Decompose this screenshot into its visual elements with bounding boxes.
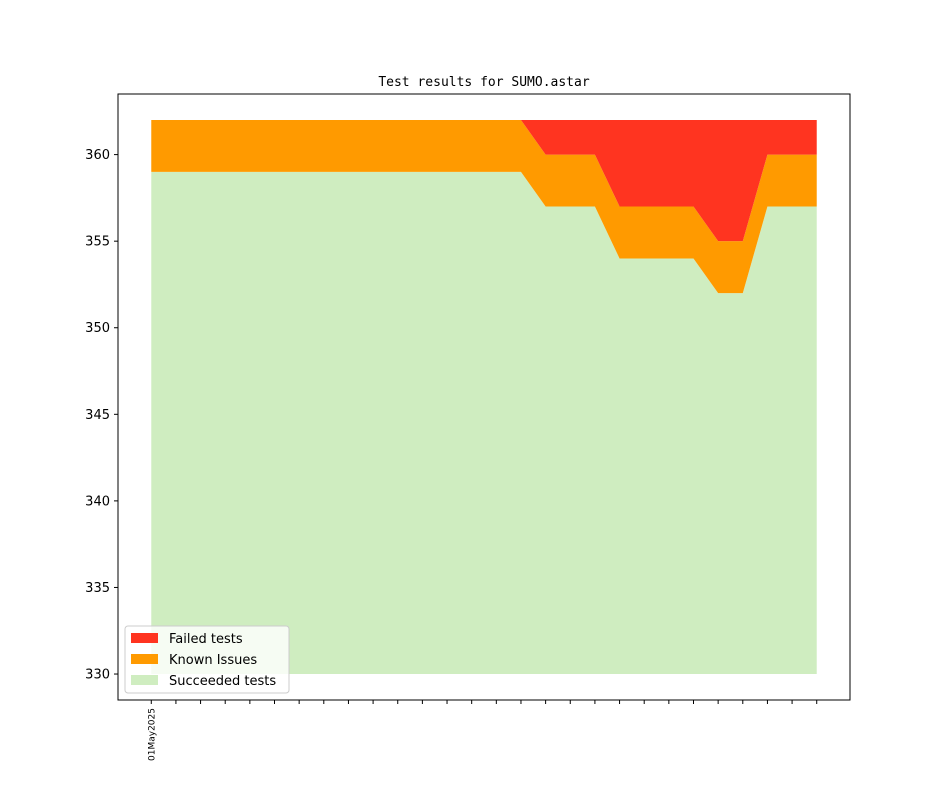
y-tick-label: 335 — [85, 581, 110, 596]
area-known-issues — [151, 119, 817, 294]
plot-areas — [151, 119, 817, 675]
legend-label: Known Issues — [169, 653, 257, 668]
area-failed-tests — [151, 119, 817, 242]
legend-swatch — [131, 633, 158, 643]
area-succeeded-tests — [151, 171, 817, 675]
y-tick-label: 345 — [85, 408, 110, 423]
chart-title: Test results for SUMO.astar — [378, 75, 589, 90]
legend-swatch — [131, 675, 158, 685]
legend-label: Failed tests — [169, 632, 243, 647]
y-tick-label: 360 — [85, 148, 110, 163]
x-axis: 01May2025 — [147, 700, 818, 761]
y-tick-label: 330 — [85, 668, 110, 683]
legend-box — [124, 625, 290, 694]
y-tick-label: 340 — [85, 494, 110, 509]
plot-frame — [117, 93, 851, 701]
y-axis: 330 335 340 345 350 355 360 — [85, 148, 118, 683]
legend: Failed tests Known Issues Succeeded tests — [124, 625, 290, 694]
x-tick-label: 01May2025 — [147, 708, 157, 761]
y-tick-label: 355 — [85, 235, 110, 250]
y-tick-label: 350 — [85, 321, 110, 336]
legend-swatch — [131, 654, 158, 664]
legend-label: Succeeded tests — [169, 674, 276, 689]
